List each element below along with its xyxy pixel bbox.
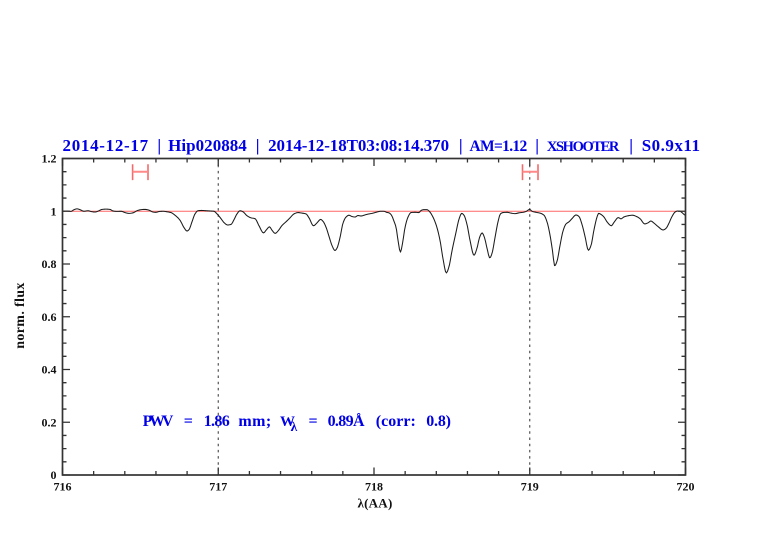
svg-text:718: 718 bbox=[365, 480, 383, 494]
svg-text:0.4: 0.4 bbox=[42, 363, 57, 377]
svg-text:717: 717 bbox=[209, 480, 227, 494]
svg-text:720: 720 bbox=[677, 480, 695, 494]
svg-text:716: 716 bbox=[54, 480, 72, 494]
svg-text:1.2: 1.2 bbox=[42, 152, 57, 166]
svg-text:2014-12-17|Hip020884|2014-12-1: 2014-12-17 | Hip020884 | 2014-12-18T03:08:14… bbox=[63, 136, 701, 155]
svg-text:0.8: 0.8 bbox=[42, 257, 57, 271]
svg-text:0.2: 0.2 bbox=[42, 415, 57, 429]
svg-text:0.6: 0.6 bbox=[42, 310, 57, 324]
svg-text:0: 0 bbox=[51, 468, 57, 482]
svg-text:λ(AA): λ(AA) bbox=[357, 496, 392, 511]
svg-text:719: 719 bbox=[521, 480, 539, 494]
svg-text:norm. flux: norm. flux bbox=[13, 282, 28, 349]
svg-text:1: 1 bbox=[51, 204, 57, 218]
